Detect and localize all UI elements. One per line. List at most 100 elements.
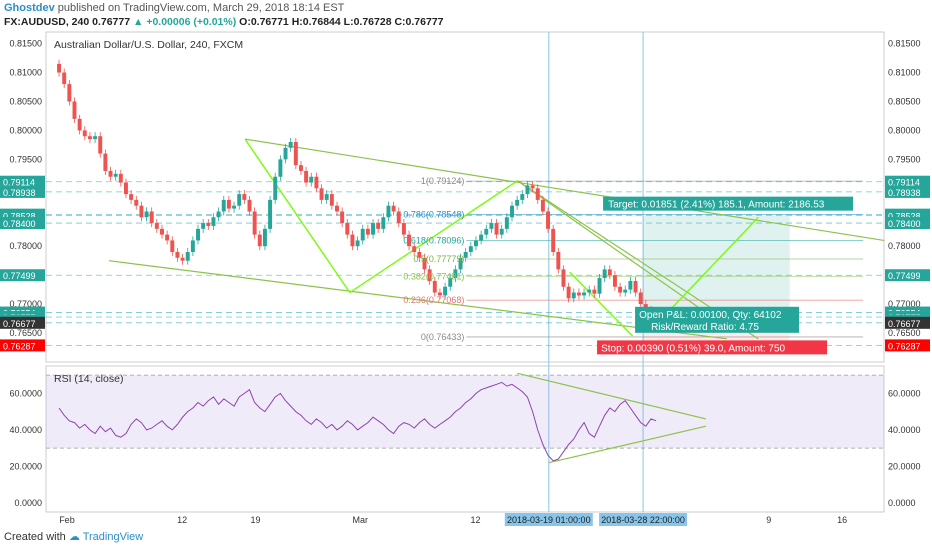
candle-body xyxy=(592,289,597,294)
candle-body xyxy=(262,228,267,247)
candle-body xyxy=(386,205,391,218)
candle-body xyxy=(407,234,412,247)
price-level-badge xyxy=(0,175,45,188)
rsi-tick-label-left: 40.0000 xyxy=(9,425,42,435)
last-price: 0.76777 xyxy=(92,16,131,28)
price-level-badge-label: 0.78400 xyxy=(3,219,36,229)
high-value: H:0.76844 xyxy=(291,16,341,28)
candle-body xyxy=(499,228,504,235)
candle-body xyxy=(597,278,602,294)
candle-body xyxy=(376,223,381,229)
candle-body xyxy=(576,292,581,296)
projection-arrow xyxy=(244,138,351,293)
rsi-tick-label-right: 0.0000 xyxy=(888,498,916,508)
y-tick-label-left: 0.81500 xyxy=(9,39,42,49)
author-name[interactable]: Ghostdev xyxy=(4,2,55,14)
candle-body xyxy=(396,211,401,224)
symbol-name: FX:AUDUSD, 240 xyxy=(4,16,90,28)
x-tick-highlight xyxy=(599,513,688,526)
y-tick-label-right: 0.76500 xyxy=(888,328,921,338)
grid-lines xyxy=(548,32,644,512)
candle-body xyxy=(612,275,617,287)
rsi-tick-label-left: 20.0000 xyxy=(9,461,42,471)
drawings-layer xyxy=(46,138,885,346)
candle-body xyxy=(360,228,365,241)
footer-created-with: Created with xyxy=(4,531,66,543)
price-level-badge-label: 0.76287 xyxy=(888,341,921,351)
price-level-badge-label: 0.78400 xyxy=(888,219,921,229)
candle-body xyxy=(355,240,360,247)
price-level-badge xyxy=(0,185,45,198)
stop-label: Stop: 0.00390 (0.51%) 39.0, Amount: 750 xyxy=(601,343,785,354)
price-level-badge-label: 0.79114 xyxy=(3,178,35,188)
candle-body xyxy=(633,280,638,293)
fib-level-label: 0.5(0.77779) xyxy=(413,254,464,264)
candle-body xyxy=(504,217,509,229)
candle-body xyxy=(252,211,257,235)
x-tick-label: Mar xyxy=(353,515,369,525)
price-level-badge-label: 0.77499 xyxy=(3,271,36,281)
candle-body xyxy=(242,194,247,200)
candle-body xyxy=(175,252,180,258)
footer: Created with ☁ TradingView xyxy=(4,530,143,543)
y-tick-label-left: 0.81000 xyxy=(9,68,42,78)
candle-body xyxy=(618,286,623,293)
candle-body xyxy=(144,211,149,218)
candle-body xyxy=(329,194,334,206)
trend-line xyxy=(108,260,727,340)
publish-info: published on TradingView.com, March 29, … xyxy=(57,2,345,14)
candle-body xyxy=(98,136,103,154)
footer-brand[interactable]: TradingView xyxy=(82,531,144,543)
candle-body xyxy=(149,211,154,224)
candle-body xyxy=(335,205,339,212)
candle-body xyxy=(437,292,442,296)
price-level-badge-label: 0.78938 xyxy=(3,188,36,198)
x-tick-label: 16 xyxy=(837,515,847,525)
candle-body xyxy=(180,257,185,261)
candle-body xyxy=(381,217,386,229)
y-tick-label-right: 0.79500 xyxy=(888,154,921,164)
price-level-badge-label: 0.76287 xyxy=(3,341,36,351)
candle-body xyxy=(412,246,417,252)
target-label-bg xyxy=(603,196,854,211)
open-value: O:0.76771 xyxy=(239,16,289,28)
tradingview-logo-icon: ☁ xyxy=(68,531,80,543)
candle-body xyxy=(160,228,164,235)
risk-reward-label: Risk/Reward Ratio: 4.75 xyxy=(651,322,759,333)
candle-body xyxy=(571,292,576,299)
candle-body xyxy=(293,142,298,166)
candle-body xyxy=(587,289,592,293)
price-change: +0.00006 (+0.01%) xyxy=(146,16,237,28)
candle-body xyxy=(453,269,458,279)
candle-body xyxy=(185,252,190,261)
y-tick-label-left: 0.79500 xyxy=(9,154,42,164)
candle-body xyxy=(87,136,92,140)
profit-zone xyxy=(643,215,790,323)
candle-body xyxy=(530,185,535,189)
candle-body xyxy=(546,211,551,229)
candle-body xyxy=(304,170,309,183)
candle-body xyxy=(391,205,396,212)
y-tick-label-left: 0.78000 xyxy=(9,241,42,251)
labels-layer: 0.81500 0.81500 0.81000 0.81000 0.80500 0.805… xyxy=(0,39,930,526)
fib-level-label: 0(0.76433) xyxy=(421,332,465,342)
price-level-badge-label: 0.78938 xyxy=(888,188,921,198)
candle-body xyxy=(427,269,432,281)
candle-body xyxy=(93,136,98,140)
candle-body xyxy=(113,173,118,177)
candle-body xyxy=(602,269,607,279)
rsi-pane[interactable] xyxy=(45,365,885,513)
y-tick-label-left: 0.80000 xyxy=(9,125,42,135)
rsi-line xyxy=(58,381,657,462)
target-label: Target: 0.01851 (2.41%) 185.1, Amount: 2… xyxy=(608,200,825,211)
candle-body xyxy=(468,246,473,252)
candle-body xyxy=(298,165,303,171)
symbol-line: FX:AUDUSD, 240 0.76777 ▲ +0.00006 (+0.01… xyxy=(4,16,444,28)
price-level-badge xyxy=(885,185,930,198)
candle-body xyxy=(510,205,514,218)
candle-body xyxy=(561,269,566,287)
x-tick-highlight xyxy=(504,513,593,526)
fib-level-label: 0.618(0.78096) xyxy=(403,236,464,246)
candle-body xyxy=(432,280,437,293)
